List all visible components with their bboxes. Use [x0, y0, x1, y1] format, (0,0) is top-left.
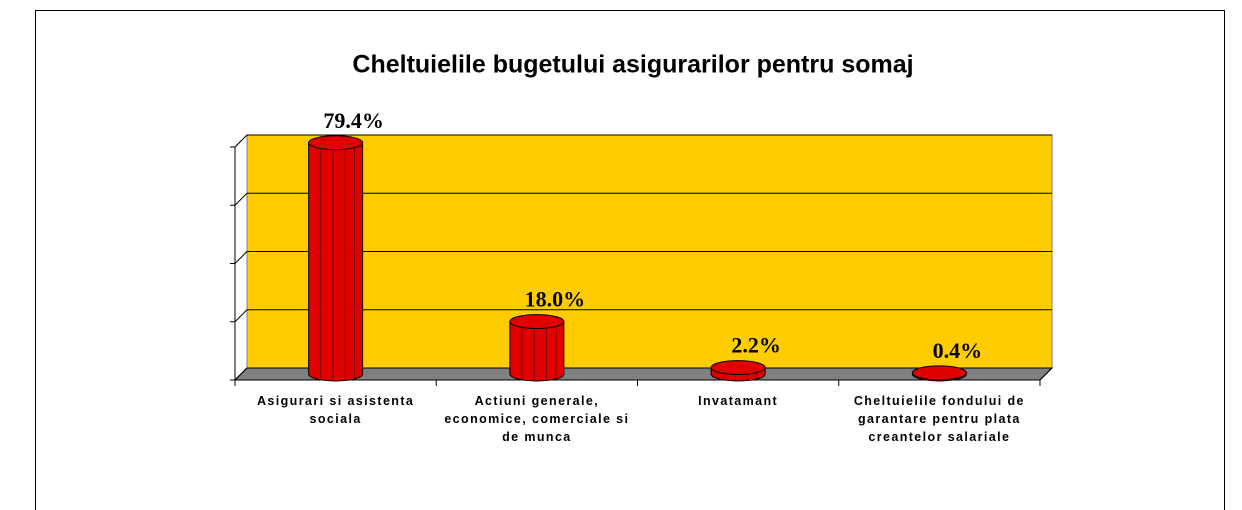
- bar-part: [509, 314, 565, 330]
- bar: [308, 135, 364, 382]
- data-label: 2.2%: [731, 333, 781, 358]
- x-tick-label: Invatamant: [698, 394, 779, 408]
- bar-part: [509, 321, 565, 382]
- x-tick-label: Cheltuielile fondului de garantare pentr…: [853, 394, 1025, 444]
- x-tick-label: Actiuni generale, economice, comerciale …: [444, 394, 630, 444]
- chart-title: Cheltuielile bugetului asigurarilor pent…: [352, 51, 913, 79]
- bar: [710, 360, 766, 382]
- bar-part: [308, 142, 364, 382]
- grid-side: [234, 309, 248, 323]
- grid-side: [234, 134, 248, 148]
- x-tick-label: Asigurari si asistenta sociala: [257, 394, 415, 426]
- data-label: 18.0%: [525, 287, 586, 312]
- chart-border: [35, 10, 1225, 510]
- grid-side: [234, 251, 248, 264]
- bar: [509, 314, 565, 382]
- bar-part: [308, 135, 364, 151]
- data-label: 0.4%: [933, 338, 983, 363]
- grid-side: [234, 192, 248, 206]
- bar-part: [710, 360, 766, 376]
- bar-part: [911, 365, 967, 381]
- data-label: 79.4%: [323, 108, 384, 133]
- floor-edge: [1039, 367, 1053, 381]
- grid-side: [234, 367, 248, 381]
- bar: [911, 365, 967, 382]
